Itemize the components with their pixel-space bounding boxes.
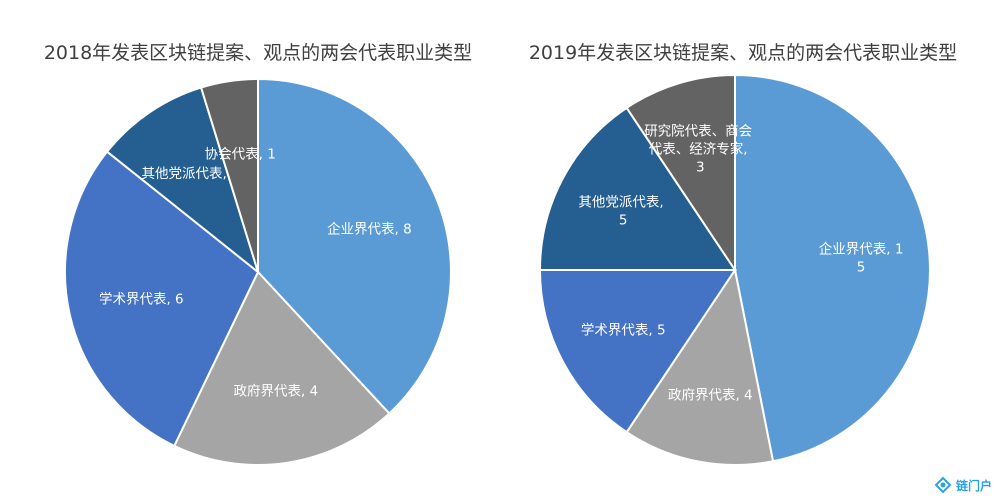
pie-slice-2018-4 <box>199 77 259 273</box>
slice-label-2019-3: 其他党派代表, 5 <box>578 194 668 228</box>
pie-slice-2019-1 <box>625 267 775 466</box>
slice-label-2018-2: 学术界代表, 6 <box>99 292 184 308</box>
slice-label-2018-3: 其他党派代表, 2 <box>142 166 240 182</box>
chain-logo-icon <box>934 476 952 494</box>
slice-label-2019-2: 学术界代表, 5 <box>581 323 666 339</box>
slice-label-2019-1: 政府界代表, 4 <box>668 387 753 403</box>
pie-slice-2018-1 <box>172 270 391 466</box>
watermark: 链门户 <box>933 476 992 494</box>
slice-label-2019-4: 研究院代表、商会代表、经济专家, 3 <box>644 124 752 176</box>
pie-slice-2018-3 <box>105 86 260 275</box>
watermark-text: 链门户 <box>955 478 992 493</box>
pie-slice-2019-2 <box>538 269 737 434</box>
pie-slice-2018-0 <box>257 77 452 415</box>
pie-slice-2019-0 <box>734 73 931 463</box>
slice-label-2018-4: 协会代表, 1 <box>205 147 276 163</box>
chart-title-2019: 2019年发表区块链提案、观点的两会代表职业类型 <box>528 42 958 64</box>
pie-slice-2019-4 <box>625 73 736 274</box>
slice-label-2018-0: 企业界代表, 8 <box>327 220 412 237</box>
chart-title-2018: 2018年发表区块链提案、观点的两会代表职业类型 <box>43 42 473 64</box>
pie-slice-2019-3 <box>538 106 737 271</box>
slice-label-2018-1: 政府界代表, 4 <box>233 383 318 399</box>
pie-slice-2018-2 <box>64 150 260 448</box>
